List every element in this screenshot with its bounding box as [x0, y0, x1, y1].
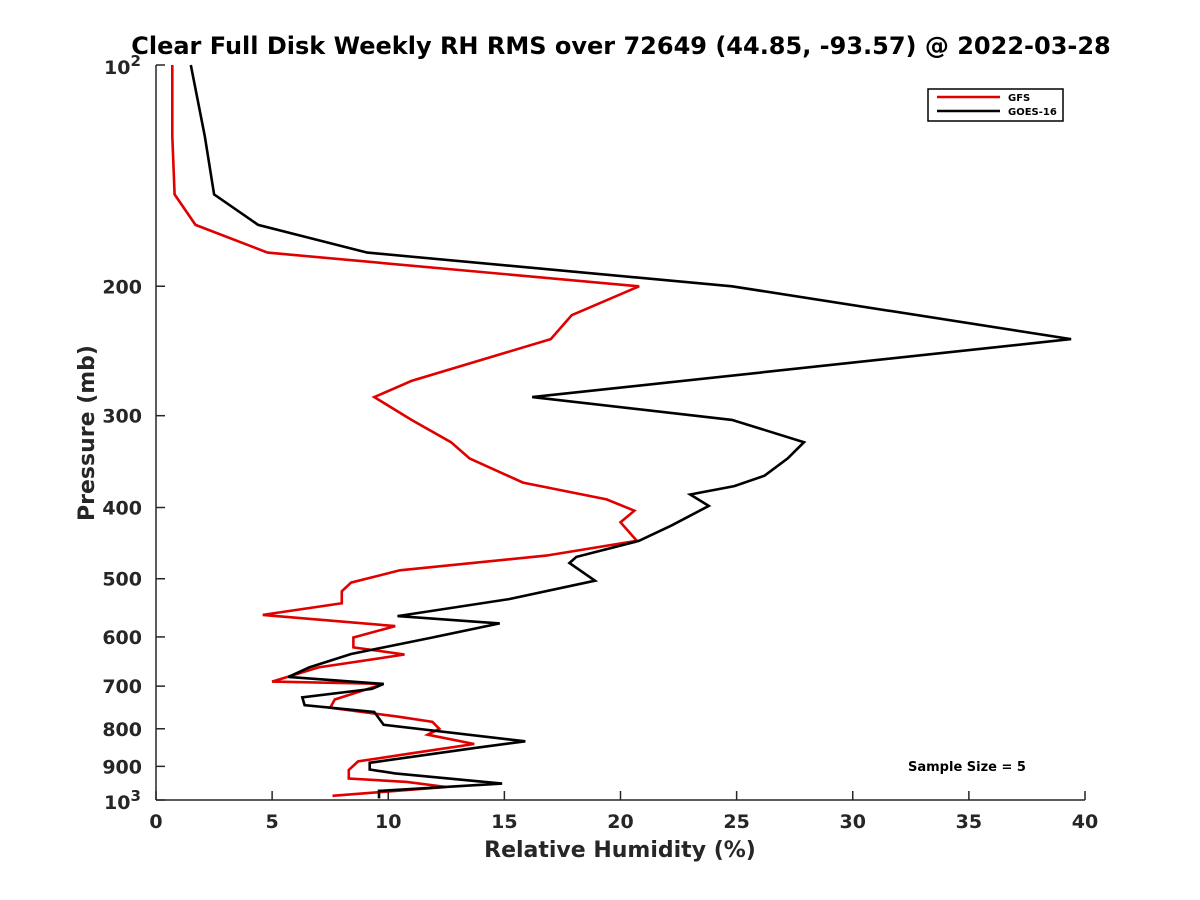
- legend-box: [927, 88, 1064, 122]
- legend: GFS GOES-16: [927, 88, 1064, 122]
- y-tick-label: 900: [102, 756, 142, 778]
- y-tick-label: 400: [102, 498, 142, 520]
- y-tick-label: 700: [102, 676, 142, 698]
- x-axis: 0 5 10 15 20 25 30 35 40: [149, 791, 1098, 833]
- legend-label-goes-16: GOES-16: [1008, 107, 1057, 118]
- x-tick-label: 15: [491, 811, 517, 833]
- sample-size-annotation: Sample Size = 5: [908, 760, 1026, 775]
- series-line-gfs: [171, 65, 640, 798]
- x-tick-label: 30: [840, 811, 866, 833]
- x-tick-label: 0: [149, 811, 162, 833]
- x-axis-label: Relative Humidity (%): [484, 838, 756, 863]
- y-tick-label: 600: [102, 627, 142, 649]
- y-axis: 102 200 300 400 500 600 700 800 900 103: [102, 52, 165, 814]
- y-tick-label: 103: [104, 787, 141, 814]
- x-tick-label: 20: [607, 811, 633, 833]
- x-tick-label: 10: [375, 811, 401, 833]
- x-tick-label: 5: [266, 811, 279, 833]
- x-tick-label: 40: [1072, 811, 1098, 833]
- y-tick-label: 102: [104, 52, 141, 79]
- x-tick-label: 35: [956, 811, 982, 833]
- y-tick-label: 800: [102, 719, 142, 741]
- y-tick-label: 200: [102, 276, 142, 298]
- y-tick-label: 300: [102, 406, 142, 428]
- plot-area: [171, 64, 1072, 799]
- y-tick-label: 500: [102, 569, 142, 591]
- legend-label-gfs: GFS: [1008, 93, 1030, 104]
- series-line-goes-16: [189, 64, 1072, 799]
- y-axis-label: Pressure (mb): [75, 345, 100, 521]
- chart-title: Clear Full Disk Weekly RH RMS over 72649…: [131, 32, 1111, 60]
- x-tick-label: 25: [723, 811, 749, 833]
